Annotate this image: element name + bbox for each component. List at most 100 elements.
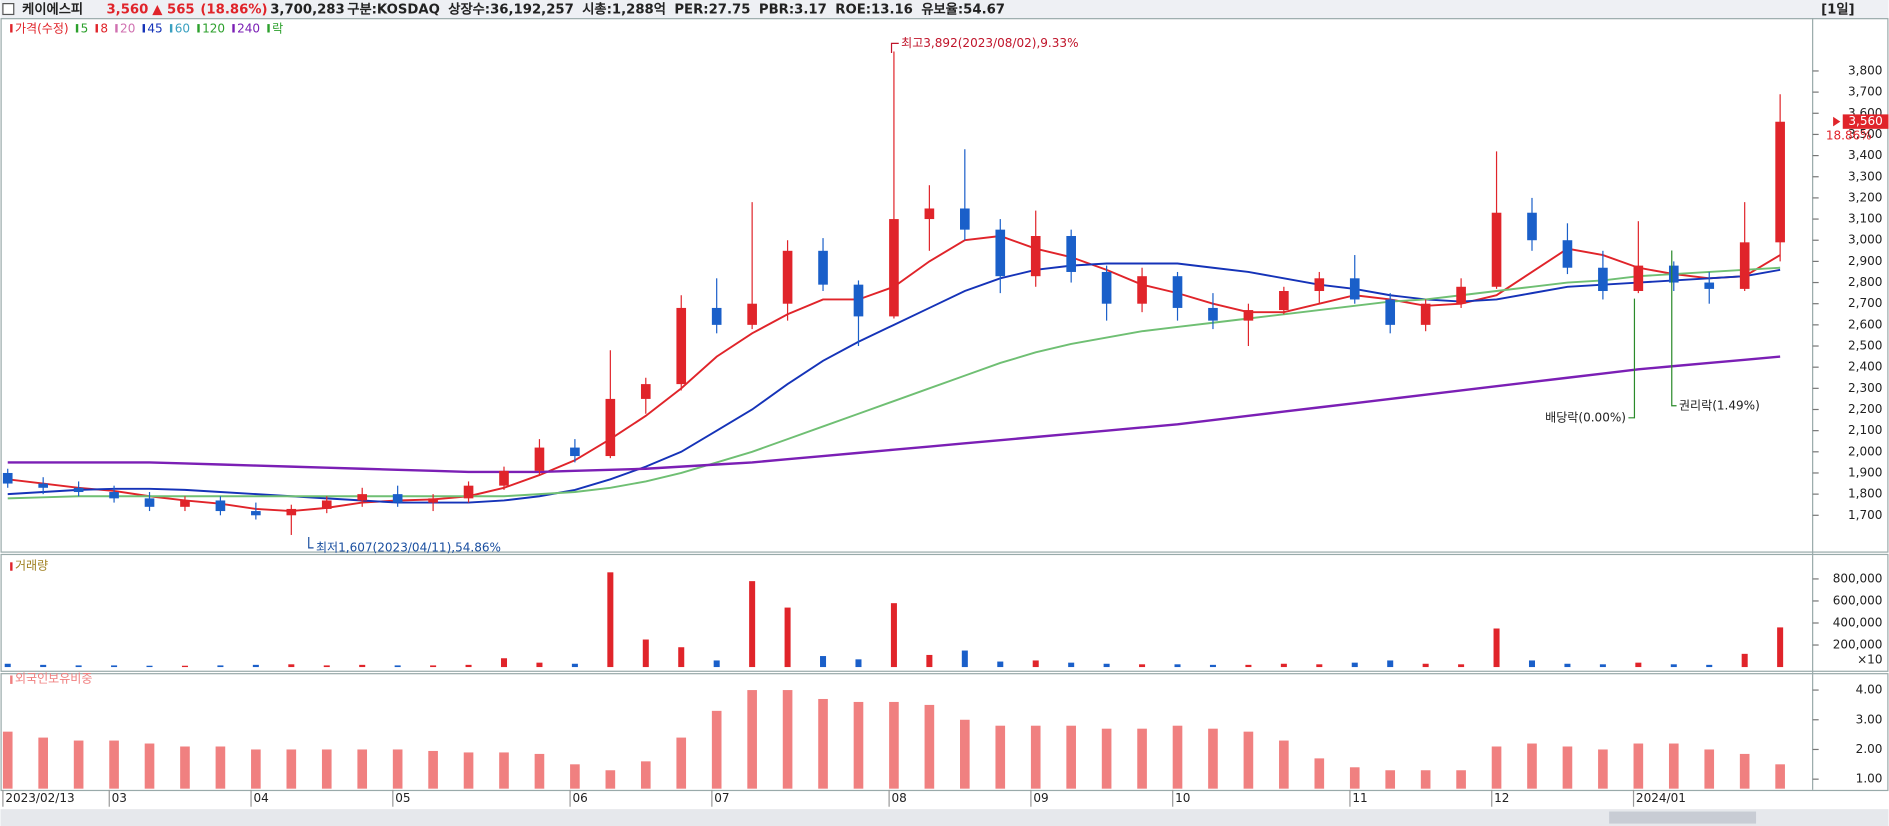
bar [75, 665, 82, 668]
bar [1706, 664, 1713, 668]
candle-body [924, 208, 935, 220]
y-tick-label: 2,800 [1848, 275, 1882, 289]
annotation: 18.86% [1826, 129, 1872, 143]
arrow [1671, 250, 1677, 407]
candle-body [1491, 212, 1502, 287]
bar [926, 654, 933, 668]
x-tick-label: 04 [253, 791, 268, 805]
bar [1633, 743, 1644, 789]
y-tick-label: 400,000 [1833, 615, 1883, 629]
bar [1777, 627, 1784, 668]
volume-panel [0, 553, 1889, 672]
y-tick-label: 4.00 [1856, 683, 1883, 697]
y-tick-label: 3,200 [1848, 190, 1882, 204]
bar [1491, 746, 1502, 789]
candle-body [1668, 265, 1679, 283]
bar [995, 725, 1006, 789]
bar [1456, 770, 1466, 789]
legend-swatch [115, 24, 118, 33]
y-tick-label: 2,400 [1848, 360, 1882, 374]
bar [1668, 743, 1679, 789]
period[interactable]: [1일] [1821, 2, 1854, 18]
bar [1741, 653, 1748, 668]
candle-body [1208, 307, 1218, 321]
header-field: 상장수:36,192,257 [448, 1, 574, 18]
bar [1245, 664, 1252, 668]
candle-body [1739, 242, 1750, 289]
y-tick-label: 2,500 [1848, 339, 1882, 353]
header-field: ROE:13.16 [835, 3, 913, 18]
candle-body [1172, 276, 1183, 308]
bar [1599, 664, 1606, 668]
volume: 3,700,283 [270, 3, 345, 18]
bar [251, 749, 261, 789]
bar [357, 749, 368, 789]
candle-body [1527, 212, 1537, 241]
candle-body [357, 494, 368, 501]
foreign-panel [0, 673, 1889, 792]
arrow [308, 537, 314, 549]
y-tick-label: 1,900 [1848, 465, 1882, 479]
y-tick-label: 3.00 [1856, 712, 1883, 726]
bar [889, 701, 899, 789]
candle-body [1314, 278, 1325, 292]
y-tick-label: 800,000 [1833, 571, 1883, 585]
bar [73, 740, 84, 789]
candle-body [321, 500, 332, 509]
arrow [890, 42, 899, 53]
unit-label: ×10 [1857, 652, 1882, 666]
candle-body [463, 485, 474, 499]
y-tick-label: 2,200 [1848, 402, 1882, 416]
candle-body [605, 398, 616, 457]
header-field: 유보율:54.67 [921, 1, 1005, 18]
x-tick-label: 2024/01 [1636, 791, 1686, 805]
candle-body [676, 307, 687, 385]
y-tick-label: 2,300 [1848, 381, 1882, 395]
bar [430, 665, 437, 668]
x-tick-label: 07 [714, 791, 729, 805]
candle-body [144, 498, 155, 507]
legend-entry: 락 [272, 21, 283, 35]
candle-body [1633, 265, 1644, 292]
bar [111, 665, 118, 668]
x-tick-label: 12 [1494, 791, 1509, 805]
scroll-thumb[interactable] [1609, 811, 1757, 824]
bar [1635, 662, 1642, 668]
bar [1420, 770, 1431, 789]
header-bar [0, 0, 1889, 19]
candle-body [1137, 276, 1147, 304]
bar [1103, 663, 1110, 668]
y-tick-label: 2.00 [1856, 742, 1883, 756]
bar [855, 659, 862, 668]
candle-body [38, 483, 48, 488]
legend-entry: 5 [81, 21, 89, 35]
y-tick-label: 3,500 [1848, 127, 1882, 141]
checkbox[interactable] [2, 3, 15, 16]
legend-swatch [267, 24, 270, 33]
candle-body [1420, 303, 1431, 325]
change: ▲ 565 [152, 3, 194, 18]
bar [321, 749, 332, 789]
bar [1101, 728, 1112, 789]
scrollbar[interactable] [0, 809, 1889, 826]
bar [38, 737, 48, 789]
bar [394, 665, 401, 668]
y-tick-label: 3,800 [1848, 63, 1882, 77]
candle-body [1385, 299, 1396, 325]
y-tick-label: 3,100 [1848, 212, 1882, 226]
bar [1598, 749, 1608, 789]
candle-body [640, 384, 651, 399]
bar [818, 698, 828, 789]
bar [215, 746, 226, 789]
candle-body [1101, 271, 1112, 304]
legend-swatch [95, 24, 98, 33]
bar [640, 761, 651, 789]
bar [146, 665, 153, 668]
y-tick-label: 2,900 [1848, 254, 1882, 268]
y-tick-label: 200,000 [1833, 638, 1883, 652]
bar [1243, 731, 1254, 789]
candle-body [1030, 235, 1041, 277]
candle-body [180, 500, 190, 507]
y-tick-label: 1,700 [1848, 508, 1882, 522]
